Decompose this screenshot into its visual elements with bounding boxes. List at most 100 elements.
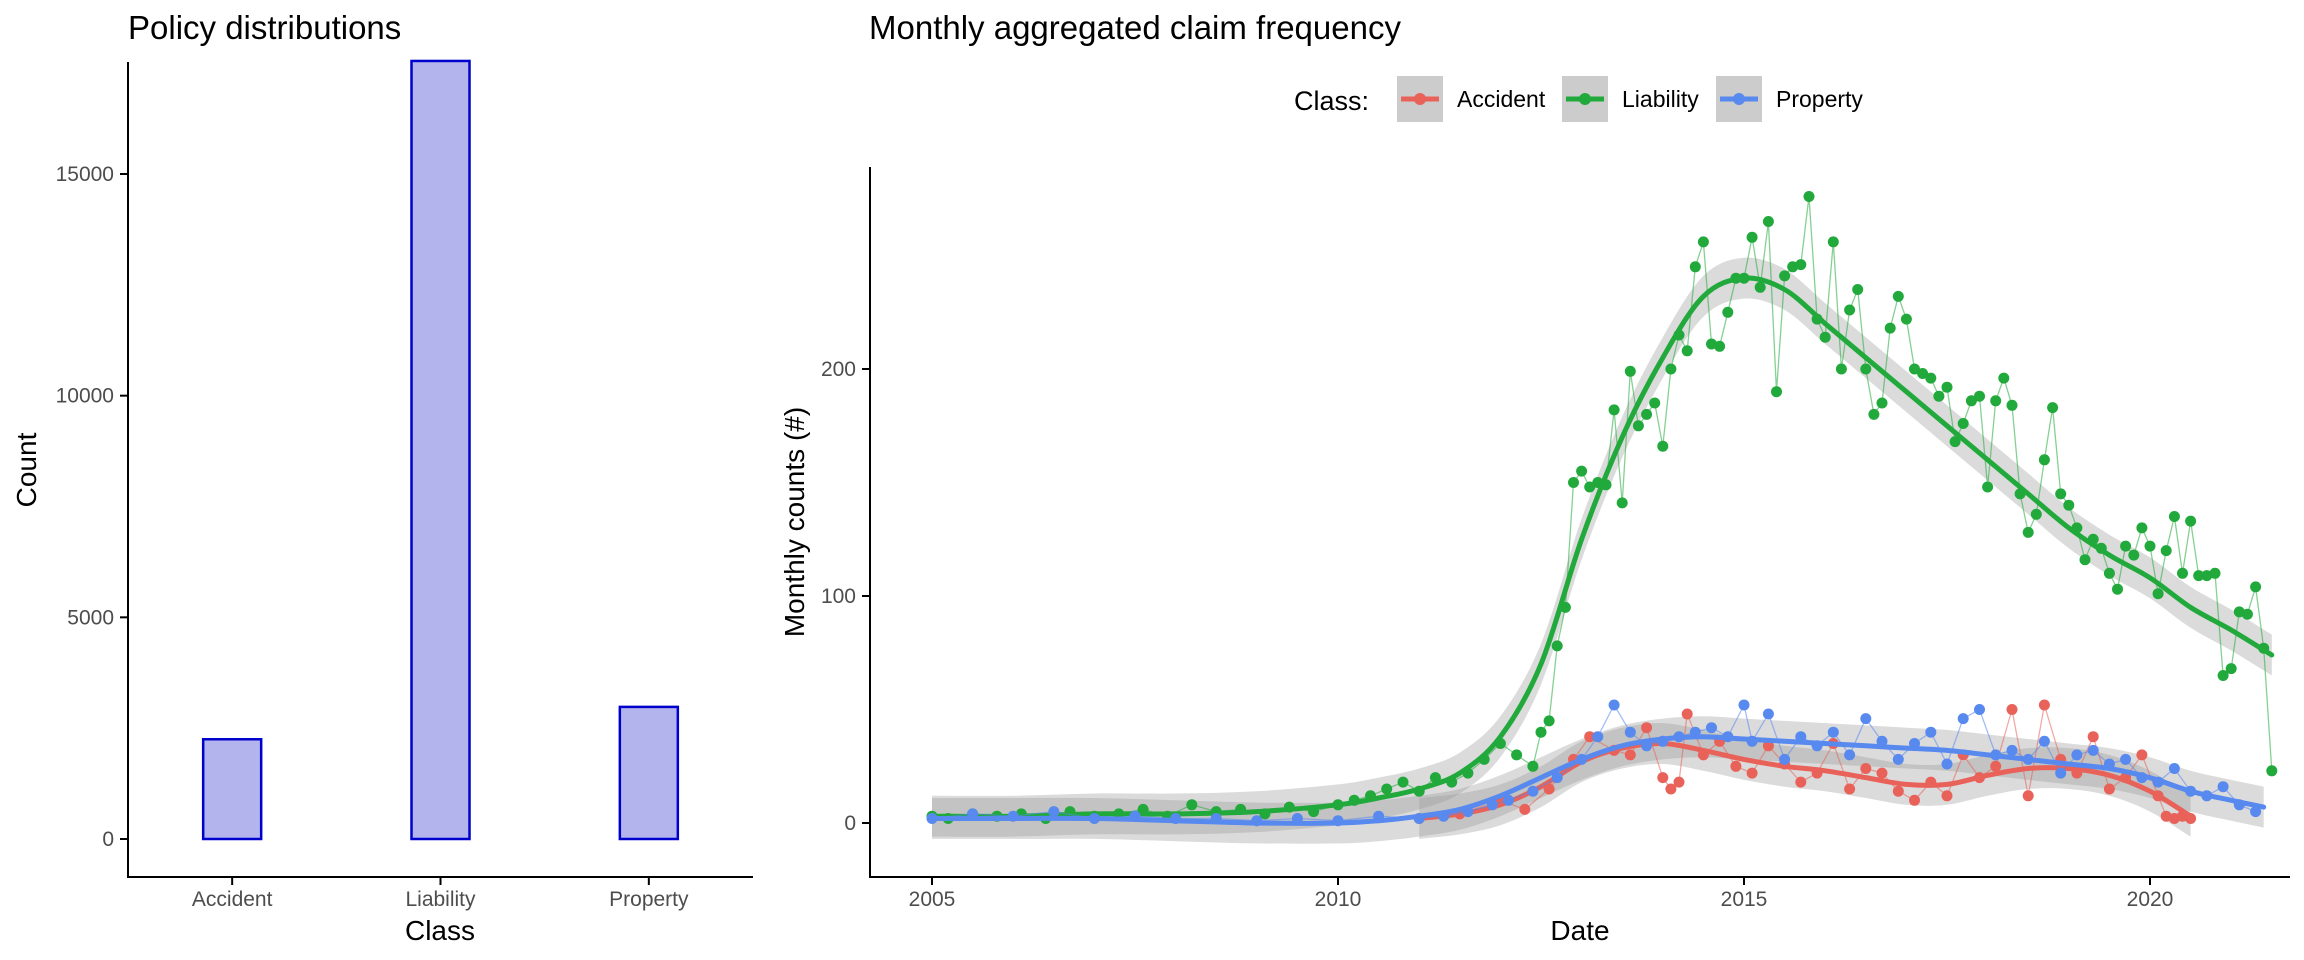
- point-property: [1925, 726, 1937, 738]
- point-liability: [2168, 511, 2180, 522]
- point-liability: [1771, 386, 1782, 398]
- point-liability: [1584, 481, 1596, 493]
- point-property: [2038, 735, 2050, 747]
- bar-y-tick-label: 0: [102, 828, 114, 851]
- bar-y-tick-label: 5000: [67, 606, 114, 629]
- point-liability: [1852, 284, 1864, 295]
- legend-item-accident: Accident: [1397, 76, 1546, 122]
- point-liability: [1892, 290, 1904, 302]
- point-liability: [2136, 522, 2148, 534]
- point-liability: [1632, 420, 1644, 432]
- point-liability: [1982, 481, 1994, 493]
- point-liability: [2112, 583, 2123, 595]
- point-property: [1779, 753, 1791, 765]
- point-liability: [2177, 567, 2188, 579]
- point-liability: [1900, 313, 1912, 325]
- point-liability: [1616, 497, 1628, 509]
- point-liability: [1568, 477, 1579, 488]
- point-liability: [1657, 440, 1669, 452]
- bar-chart-title: Policy distributions: [128, 9, 401, 46]
- point-liability: [1965, 395, 1977, 407]
- point-property: [1762, 708, 1774, 720]
- point-accident: [1909, 794, 1920, 806]
- point-liability: [1397, 776, 1409, 788]
- point-accident: [1584, 731, 1596, 743]
- point-liability: [1819, 331, 1831, 343]
- point-liability: [1681, 345, 1693, 357]
- point-property: [2250, 806, 2262, 818]
- line-panel: Monthly aggregated claim frequency Class…: [779, 9, 2290, 946]
- point-liability: [1868, 408, 1880, 420]
- point-liability: [1543, 715, 1555, 727]
- point-accident: [1762, 740, 1774, 752]
- point-property: [1892, 753, 1904, 765]
- point-liability: [1835, 363, 1847, 375]
- point-liability: [2160, 545, 2172, 557]
- legend-key-point: [1733, 93, 1745, 105]
- point-accident: [2038, 699, 2050, 711]
- point-property: [2006, 744, 2018, 756]
- legend-item-property: Property: [1716, 76, 1863, 122]
- point-property: [1592, 731, 1604, 743]
- point-liability: [2047, 402, 2059, 414]
- legend-label: Property: [1776, 86, 1863, 112]
- point-liability: [1689, 261, 1701, 273]
- legend-title: Class:: [1294, 86, 1369, 116]
- point-liability: [2266, 765, 2278, 777]
- bar-liability: [410, 59, 471, 841]
- bar-y-tick-label: 15000: [56, 163, 114, 186]
- point-liability: [2006, 399, 2018, 411]
- line-x-ticks: 2005 2010 2015 2020: [909, 877, 2173, 911]
- point-liability: [2152, 588, 2164, 600]
- point-liability: [2063, 499, 2075, 511]
- point-liability: [1876, 397, 1888, 409]
- point-property: [2087, 744, 2099, 756]
- bar-x-ticks: Accident Liability Property: [192, 877, 689, 911]
- bar-y-tick-label: 10000: [56, 385, 114, 408]
- line-series: [926, 191, 2278, 827]
- trend-line-liability: [929, 275, 2275, 819]
- point-liability: [1186, 799, 1198, 811]
- point-accident: [1681, 708, 1693, 720]
- point-accident: [2087, 731, 2099, 743]
- point-accident: [1657, 772, 1669, 784]
- point-accident: [2103, 783, 2115, 795]
- legend-label: Accident: [1457, 86, 1546, 112]
- point-liability: [1803, 191, 1815, 202]
- point-liability: [1917, 368, 1929, 379]
- point-property: [1551, 772, 1563, 784]
- point-accident: [2136, 749, 2148, 761]
- bar-marks: [201, 59, 680, 841]
- line-chart-title: Monthly aggregated claim frequency: [869, 9, 1401, 46]
- point-liability: [1665, 363, 1677, 375]
- point-accident: [2022, 790, 2034, 802]
- point-liability: [1429, 772, 1441, 784]
- point-liability: [2209, 567, 2221, 579]
- line-x-tick-label: 2005: [909, 888, 956, 911]
- legend-items: Accident Liability Property: [1397, 76, 1863, 122]
- point-liability: [2030, 508, 2042, 520]
- point-accident: [1892, 785, 1904, 797]
- point-liability: [1762, 216, 1774, 227]
- point-liability: [2128, 549, 2140, 561]
- point-liability: [1624, 365, 1636, 377]
- point-property: [2217, 781, 2229, 793]
- series-property: [926, 699, 2267, 827]
- point-property: [1941, 758, 1953, 770]
- point-liability: [1608, 404, 1620, 416]
- point-property: [1527, 785, 1539, 797]
- point-liability: [1535, 726, 1547, 738]
- line-x-tick-label: 2015: [1721, 888, 1768, 911]
- bar-y-axis-title: Count: [11, 432, 42, 507]
- point-accident: [1730, 760, 1742, 772]
- point-property: [1844, 749, 1856, 761]
- point-liability: [2241, 608, 2253, 620]
- bar-y-ticks: 0 5000 10000 15000: [56, 163, 128, 851]
- point-accident: [1990, 760, 2002, 772]
- point-liability: [1381, 783, 1393, 795]
- point-property: [1608, 699, 1620, 711]
- line-y-tick-label: 200: [821, 358, 856, 381]
- line-x-tick-label: 2010: [1315, 888, 1362, 911]
- point-liability: [1779, 270, 1791, 282]
